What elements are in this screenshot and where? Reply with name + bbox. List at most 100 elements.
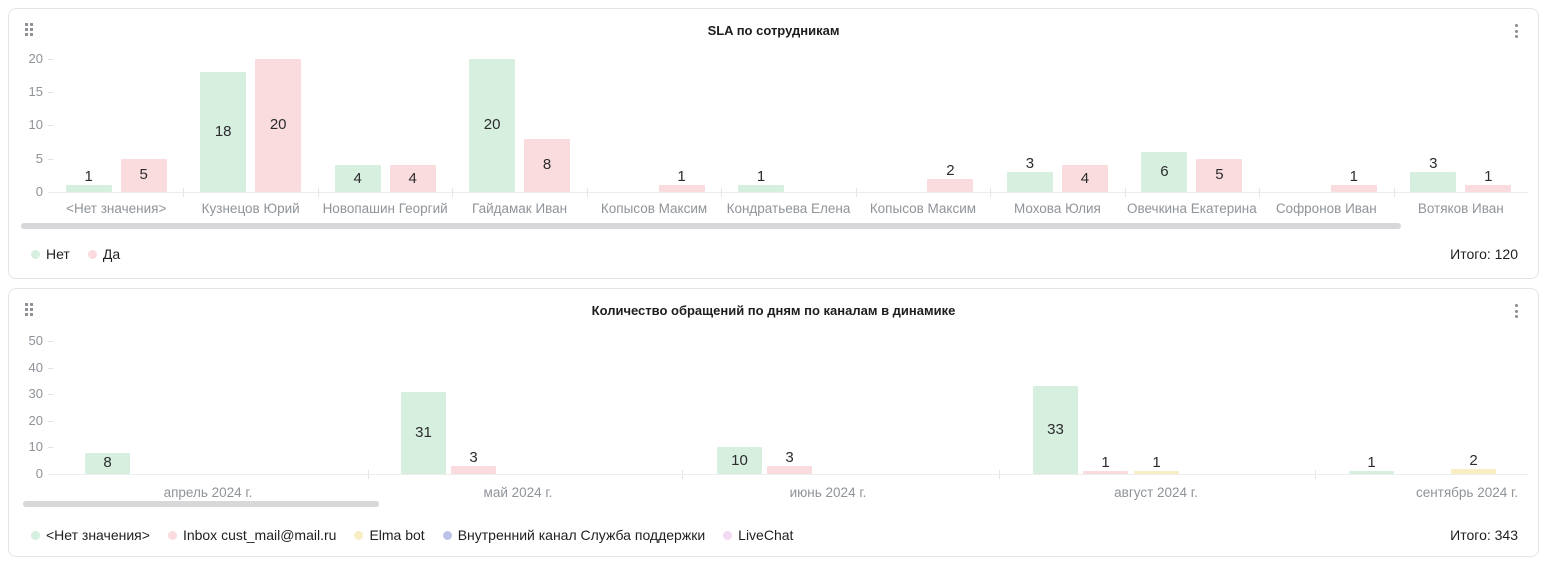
bar[interactable] (658, 185, 705, 192)
bar-value-label: 1 (84, 168, 93, 186)
x-axis-tick (999, 470, 1000, 479)
bar[interactable] (738, 185, 784, 192)
sla-chart-plot: 0 5 10 15 20 <Нет значения> 1 5 Кузнецов Юрий 18 2… (9, 9, 1538, 278)
widget-channels: Количество обращений по дням по каналам … (8, 288, 1539, 557)
drag-handle-icon[interactable] (25, 303, 33, 316)
bar[interactable] (451, 466, 496, 474)
y-tick-label: 20 (28, 50, 43, 66)
bar-value-label: 3 (469, 449, 478, 467)
bar[interactable] (65, 185, 112, 192)
legend: Нет Да (31, 246, 120, 262)
legend-dot-icon (723, 530, 733, 540)
y-tick-label: 20 (28, 412, 43, 428)
legend-dot-icon (167, 530, 177, 540)
x-axis-tick (368, 470, 369, 479)
bar[interactable] (1083, 471, 1128, 474)
bar[interactable] (120, 158, 167, 192)
month-label: сентябрь 2024 г. (1415, 485, 1519, 500)
category-label: Софронов Иван (1275, 201, 1377, 216)
bar[interactable] (334, 165, 381, 192)
legend-label: Внутренний канал Служба поддержки (457, 527, 706, 543)
widget-title: Количество обращений по дням по каналам … (591, 303, 956, 318)
legend-item[interactable]: Inbox cust_mail@mail.ru (167, 527, 336, 543)
bar[interactable] (469, 58, 516, 192)
legend-item[interactable]: <Нет значения> (31, 527, 150, 543)
bar-value-label: 4 (408, 169, 417, 187)
bar-value-label: 3 (785, 449, 794, 467)
total-label: Итого: 343 (1450, 527, 1518, 543)
legend-label: Да (102, 246, 121, 262)
bar[interactable] (389, 165, 436, 192)
drag-handle-icon[interactable] (25, 23, 33, 36)
bar-value-label: 6 (1160, 163, 1169, 180)
bar[interactable] (1330, 185, 1377, 192)
month-label: август 2024 г. (1114, 485, 1198, 500)
y-tick-label: 0 (35, 184, 43, 199)
category-label: Гайдамак Иван (472, 201, 568, 216)
bar[interactable] (1465, 185, 1512, 192)
bar-value-label: 1 (1101, 454, 1110, 472)
bar-value-label: 4 (353, 169, 362, 187)
bar[interactable] (401, 391, 446, 474)
month-label: апрель 2024 г. (163, 485, 253, 500)
y-tick-mark (48, 367, 53, 369)
legend-item[interactable]: Нет (31, 246, 70, 262)
bar[interactable] (524, 138, 571, 192)
bar-value-label: 2 (946, 161, 955, 179)
legend-item[interactable]: LiveChat (723, 527, 793, 543)
bar-value-label: 33 (1047, 421, 1064, 439)
bar[interactable] (1349, 471, 1394, 474)
legend-item[interactable]: Elma bot (354, 527, 425, 543)
bar-value-label: 2 (1469, 451, 1478, 469)
x-axis-tick (1315, 470, 1316, 479)
y-tick-label: 5 (35, 150, 43, 166)
y-tick-label: 0 (35, 466, 43, 481)
bar-value-label: 18 (214, 123, 232, 141)
bar[interactable] (1410, 172, 1457, 192)
bar[interactable] (717, 447, 762, 474)
category-label: <Нет значения> (66, 201, 167, 216)
legend-item[interactable]: Да (87, 246, 121, 262)
bar-value-label: 4 (1080, 169, 1090, 187)
legend-dot-icon (354, 530, 364, 540)
bar-value-label: 3 (1429, 155, 1438, 172)
bar[interactable] (200, 72, 247, 192)
legend-label: Нет (46, 246, 70, 262)
bar[interactable] (1451, 468, 1496, 474)
bar[interactable] (255, 58, 302, 192)
category-label: Кондратьева Елена (726, 201, 851, 216)
category-label: Кузнецов Юрий (201, 201, 300, 216)
legend: <Нет значения> Inbox cust_mail@mail.ru Elm… (31, 527, 793, 543)
y-tick-label: 15 (28, 84, 43, 100)
x-axis-tick (1393, 188, 1395, 197)
category-label: Новопашин Георгий (322, 201, 448, 216)
category-label: Копысов Максим (600, 201, 708, 216)
kebab-menu-icon[interactable] (1513, 22, 1520, 40)
legend-item[interactable]: Внутренний канал Служба поддержки (442, 527, 706, 543)
widget-sla: SLA по сотрудникам 0 5 10 15 20 <Нет значения… (8, 8, 1539, 279)
bar[interactable] (1141, 152, 1188, 192)
bar[interactable] (85, 452, 130, 474)
horizontal-scrollbar[interactable] (23, 501, 379, 507)
x-axis-tick (317, 188, 319, 197)
horizontal-scrollbar[interactable] (21, 223, 1401, 229)
kebab-menu-icon[interactable] (1513, 302, 1520, 320)
widget-title: SLA по сотрудникам (707, 23, 840, 38)
bar[interactable] (1061, 165, 1108, 192)
category-label: Вотяков Иван (1417, 201, 1504, 216)
bar[interactable] (1196, 158, 1243, 192)
bar-value-label: 1 (756, 168, 766, 186)
bar-value-label: 8 (542, 156, 552, 174)
bar[interactable] (1033, 386, 1078, 474)
x-axis-tick (452, 188, 454, 197)
bar[interactable] (767, 466, 812, 474)
bar[interactable] (1134, 471, 1179, 474)
total-label: Итого: 120 (1450, 246, 1518, 262)
x-axis-tick (183, 188, 185, 197)
bar[interactable] (927, 178, 974, 192)
x-axis-tick (721, 188, 723, 197)
bar[interactable] (1006, 172, 1053, 192)
bar-value-label: 3 (1025, 155, 1035, 172)
bar-value-label: 20 (269, 116, 287, 134)
category-label: Овечкина Екатерина (1126, 201, 1257, 216)
